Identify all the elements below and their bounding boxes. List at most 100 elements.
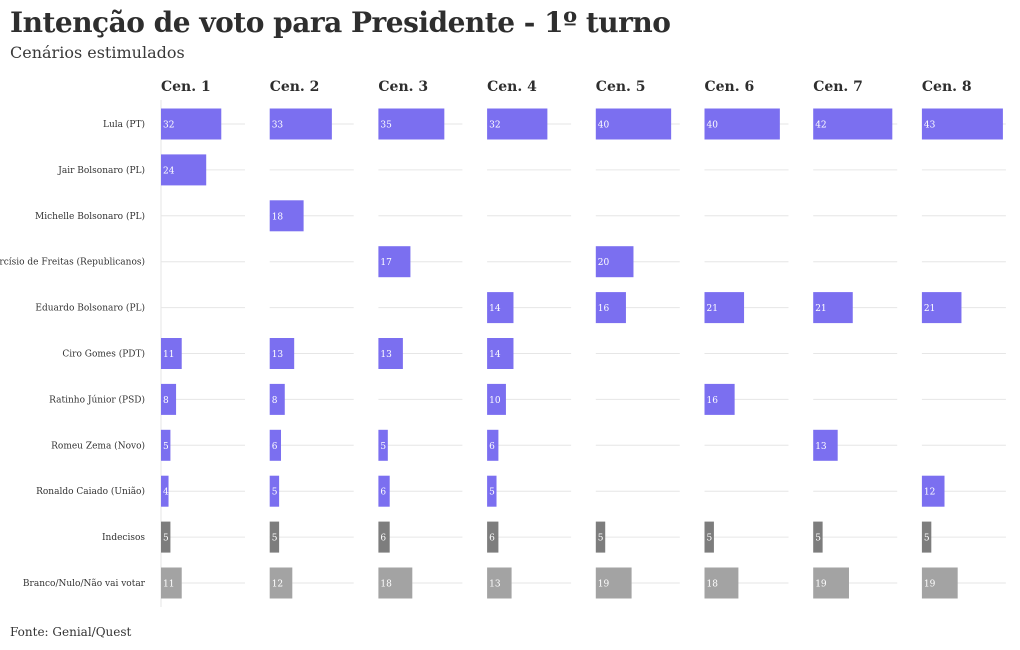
bar (378, 567, 413, 599)
bar (161, 338, 182, 369)
data-label: 42 (815, 121, 826, 131)
data-label: 5 (272, 488, 278, 498)
data-label: 5 (815, 534, 821, 544)
bar (269, 475, 280, 507)
bar (595, 567, 632, 599)
bar (269, 567, 293, 599)
data-label: 5 (272, 534, 278, 544)
bar (813, 292, 853, 324)
data-label: 5 (489, 488, 495, 498)
row-label: Ratinho Júnior (PSD) (49, 394, 145, 405)
data-label: 24 (163, 166, 175, 176)
data-label: 19 (815, 580, 827, 590)
data-label: 17 (380, 258, 392, 268)
data-label: 5 (707, 534, 713, 544)
bar (161, 383, 177, 415)
data-label: 18 (380, 580, 392, 590)
row-label: Tarcísio de Freitas (Republicanos) (0, 257, 145, 268)
source-note: Fonte: Genial/Quest (10, 625, 132, 639)
data-label: 21 (707, 304, 718, 314)
row-label: Branco/Nulo/Não vai votar (23, 578, 146, 589)
bar (378, 475, 390, 507)
data-label: 19 (598, 580, 610, 590)
bar (487, 567, 512, 599)
data-label: 19 (924, 580, 936, 590)
data-label: 16 (707, 396, 719, 406)
scenario-label: Cen. 7 (813, 79, 863, 95)
chart-subtitle: Cenários estimulados (10, 43, 185, 62)
bar (921, 521, 932, 553)
scenario-label: Cen. 6 (705, 79, 755, 95)
bar (921, 108, 1003, 140)
bar (704, 567, 739, 599)
data-label: 4 (163, 488, 169, 498)
row-label: Eduardo Bolsonaro (PL) (35, 303, 145, 314)
bar (704, 521, 714, 553)
bar (378, 246, 411, 278)
row-label: Ronaldo Caiado (União) (36, 486, 145, 497)
bar (161, 521, 171, 553)
data-label: 5 (924, 534, 930, 544)
data-label: 12 (272, 580, 283, 590)
scenario-label: Cen. 2 (270, 79, 320, 95)
data-label: 8 (272, 396, 278, 406)
bar (161, 429, 171, 461)
data-label: 16 (598, 304, 610, 314)
scenario-label: Cen. 8 (922, 79, 972, 95)
data-label: 5 (163, 534, 169, 544)
bar (269, 383, 285, 415)
bar (487, 292, 514, 324)
bar (813, 108, 893, 140)
data-label: 12 (924, 488, 935, 498)
data-label: 6 (489, 534, 495, 544)
bar (595, 246, 634, 278)
data-label: 8 (163, 396, 169, 406)
data-label: 20 (598, 258, 610, 268)
scenario-label: Cen. 5 (596, 79, 646, 95)
bar (487, 383, 506, 415)
bar (378, 338, 403, 369)
row-label: Jair Bolsonaro (PL) (57, 165, 145, 176)
scenario-label: Cen. 4 (487, 79, 537, 95)
row-label: Indecisos (102, 533, 145, 543)
data-label: 10 (489, 396, 501, 406)
bar (161, 475, 169, 507)
data-label: 11 (163, 580, 174, 590)
row-label: Lula (PT) (103, 119, 145, 130)
data-label: 21 (924, 304, 935, 314)
bar (487, 429, 499, 461)
scenario-label: Cen. 3 (378, 79, 428, 95)
bar (161, 108, 222, 140)
bar (378, 108, 445, 140)
data-label: 5 (598, 534, 604, 544)
bar (269, 429, 282, 461)
bar (269, 338, 295, 369)
data-label: 6 (380, 534, 386, 544)
bar (813, 521, 823, 553)
bar (161, 567, 182, 599)
chart-title: Intenção de voto para Presidente - 1º tu… (10, 6, 671, 39)
bar (595, 108, 672, 140)
data-label: 13 (272, 350, 284, 360)
data-label: 5 (163, 442, 169, 452)
bar (161, 154, 207, 186)
bar (487, 108, 548, 140)
data-label: 18 (707, 580, 719, 590)
bar (269, 521, 280, 553)
data-label: 40 (707, 121, 719, 131)
data-label: 6 (272, 442, 278, 452)
bar (704, 383, 735, 415)
bar (487, 475, 497, 507)
data-label: 5 (380, 442, 386, 452)
data-label: 21 (815, 304, 826, 314)
bar (487, 521, 499, 553)
bar (595, 521, 606, 553)
bar (269, 200, 304, 232)
data-label: 32 (163, 121, 174, 131)
bar (813, 429, 838, 461)
data-label: 6 (380, 488, 386, 498)
data-label: 33 (272, 121, 284, 131)
bar (921, 567, 958, 599)
data-label: 14 (489, 304, 501, 314)
